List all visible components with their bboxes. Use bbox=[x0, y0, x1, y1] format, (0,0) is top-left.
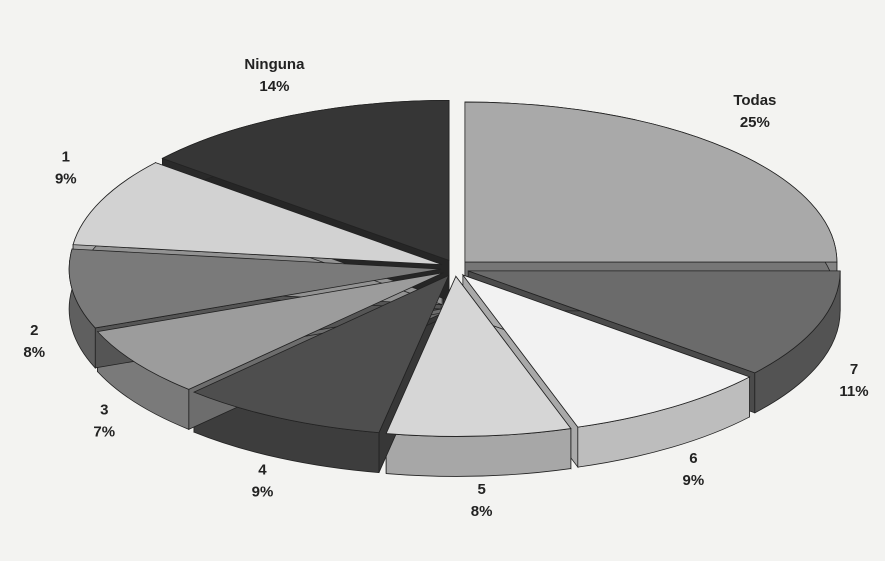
slice bbox=[161, 99, 450, 261]
slice-label: 7 bbox=[850, 361, 858, 378]
slice-label: Todas bbox=[733, 92, 776, 109]
value-label: 25% bbox=[740, 114, 770, 131]
value-label: 9% bbox=[55, 171, 77, 188]
slice bbox=[461, 274, 751, 428]
value-label: 8% bbox=[23, 344, 45, 361]
slice bbox=[72, 162, 443, 266]
value-label: 7% bbox=[93, 423, 115, 440]
slice-label: 1 bbox=[62, 149, 70, 166]
value-label: 11% bbox=[839, 383, 868, 400]
value-label: 8% bbox=[471, 503, 493, 520]
slice-label: 6 bbox=[689, 450, 697, 467]
slice bbox=[464, 101, 838, 263]
slice bbox=[68, 248, 442, 329]
value-label: 9% bbox=[683, 472, 705, 489]
slice-label: 4 bbox=[258, 461, 267, 478]
slice-label: Ninguna bbox=[244, 56, 305, 73]
slice-label: 5 bbox=[477, 481, 485, 498]
pie-tops bbox=[68, 99, 841, 437]
slice-label: 2 bbox=[30, 322, 38, 339]
slice bbox=[192, 274, 450, 434]
value-label: 9% bbox=[252, 483, 274, 500]
slice bbox=[96, 272, 444, 390]
slice bbox=[468, 270, 841, 374]
slice-label: 3 bbox=[100, 401, 108, 418]
value-label: 14% bbox=[259, 78, 289, 95]
slice bbox=[385, 275, 572, 437]
